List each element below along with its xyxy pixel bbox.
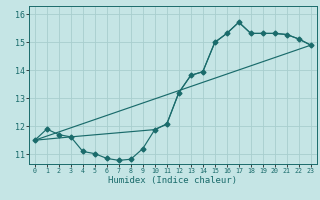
X-axis label: Humidex (Indice chaleur): Humidex (Indice chaleur) xyxy=(108,176,237,185)
